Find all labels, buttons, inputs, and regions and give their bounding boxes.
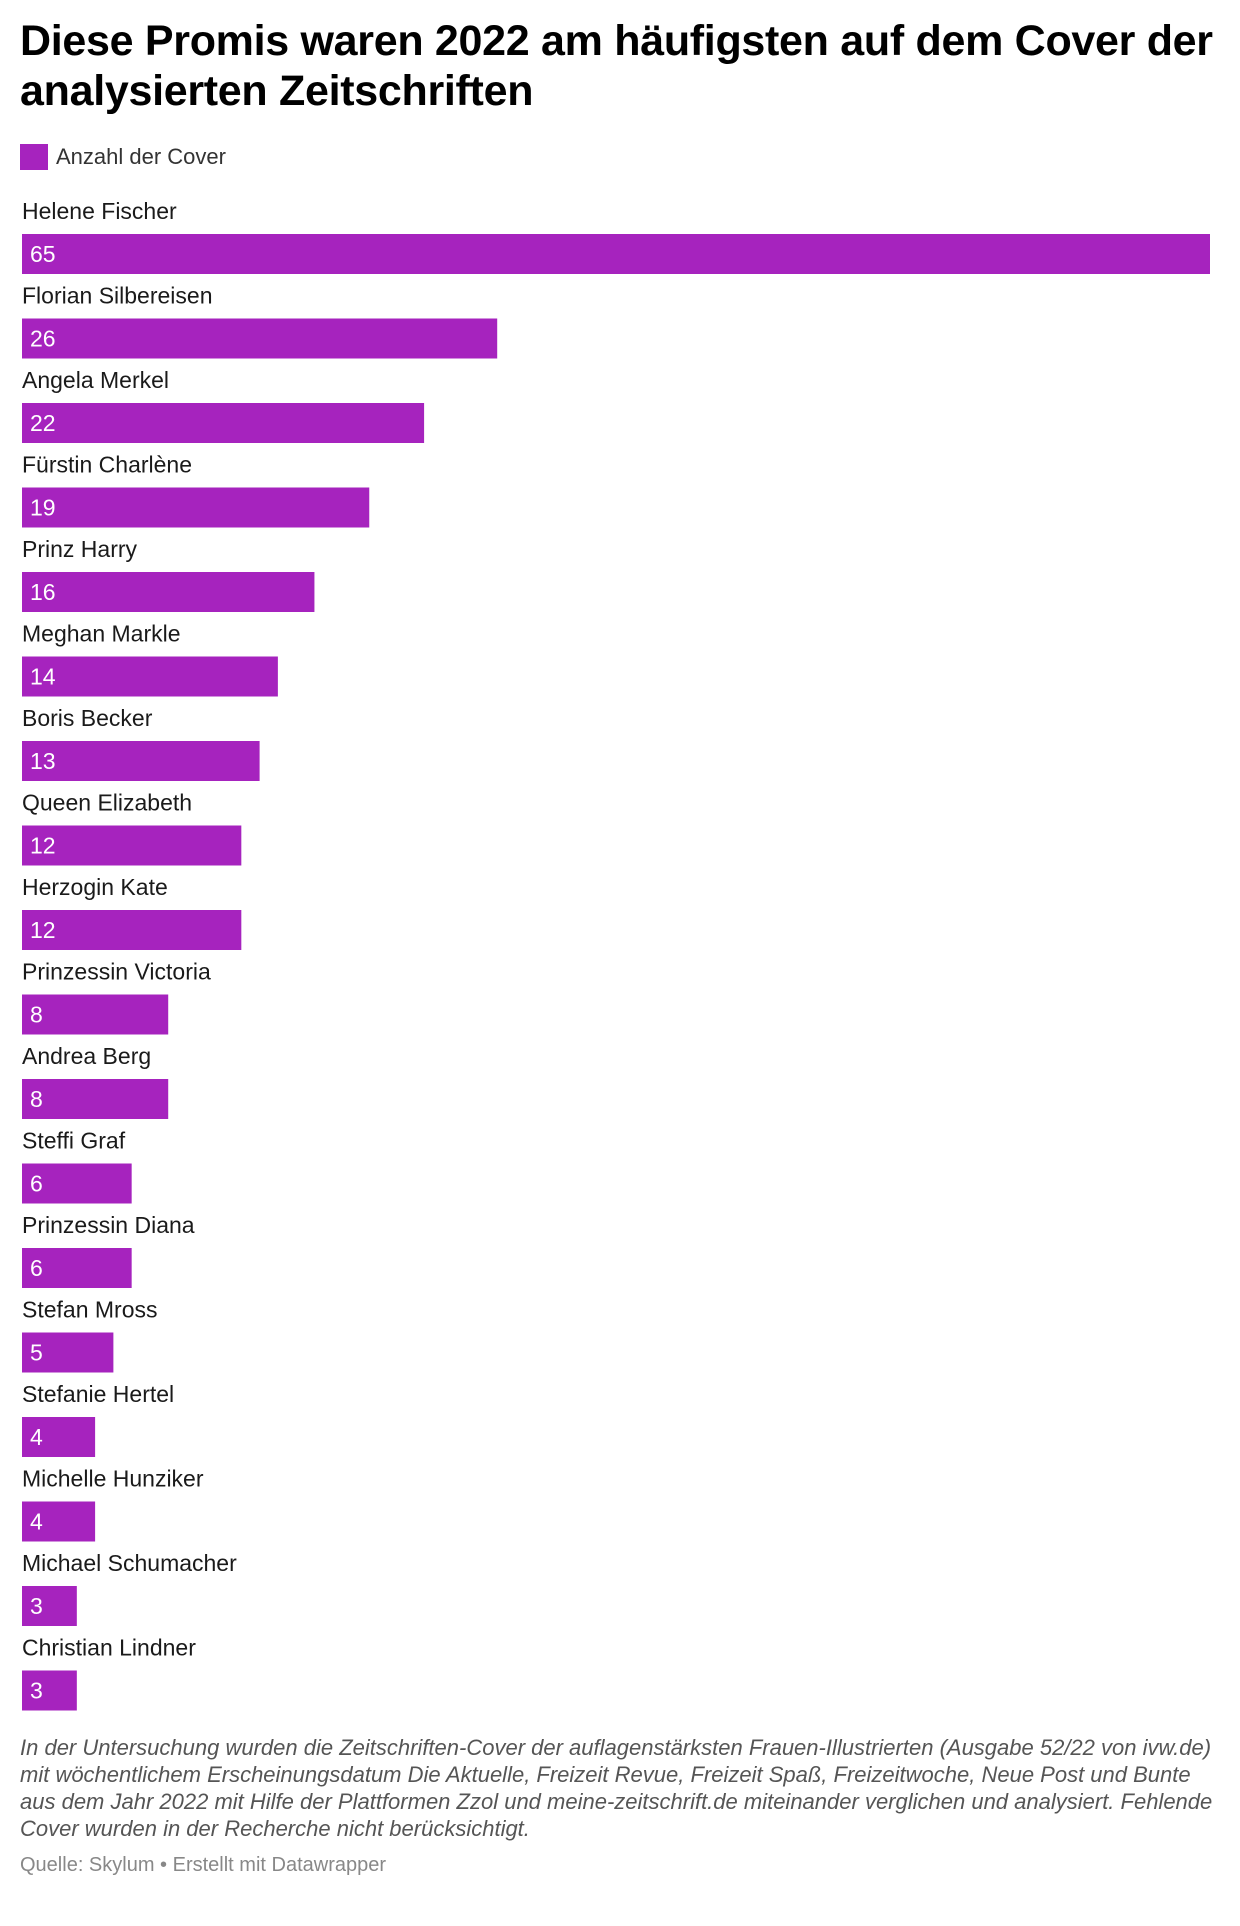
bar bbox=[22, 1163, 132, 1204]
bar bbox=[22, 994, 169, 1035]
bar-value-label: 16 bbox=[30, 579, 56, 605]
chart-title: Diese Promis waren 2022 am häufigsten au… bbox=[20, 17, 1213, 115]
category-label: Prinz Harry bbox=[22, 536, 138, 562]
legend-swatch bbox=[20, 144, 48, 170]
bar-value-label: 14 bbox=[30, 664, 56, 690]
category-label: Steffi Graf bbox=[22, 1128, 126, 1154]
bar bbox=[22, 656, 278, 697]
bar bbox=[22, 318, 498, 359]
bar bbox=[22, 1417, 96, 1457]
category-label: Michael Schumacher bbox=[22, 1550, 237, 1576]
category-label: Florian Silbereisen bbox=[22, 283, 212, 309]
category-label: Michelle Hunziker bbox=[22, 1466, 204, 1492]
bar-value-label: 5 bbox=[30, 1340, 43, 1366]
category-label: Meghan Markle bbox=[22, 621, 181, 647]
legend: Anzahl der Cover bbox=[20, 142, 226, 172]
chart-source: Quelle: Skylum • Erstellt mit Datawrappe… bbox=[20, 1854, 387, 1876]
bar bbox=[22, 1332, 114, 1373]
bar-value-label: 4 bbox=[30, 1509, 43, 1535]
bar-value-label: 13 bbox=[30, 748, 56, 774]
bar-value-label: 65 bbox=[30, 241, 56, 267]
bar bbox=[22, 572, 315, 612]
category-label: Christian Lindner bbox=[22, 1635, 196, 1661]
bar bbox=[22, 403, 425, 443]
bar-value-label: 4 bbox=[30, 1424, 43, 1450]
category-label: Stefan Mross bbox=[22, 1297, 158, 1323]
bar bbox=[22, 1501, 96, 1542]
bar-value-label: 6 bbox=[30, 1171, 43, 1197]
category-label: Prinzessin Diana bbox=[22, 1212, 195, 1238]
bar bbox=[22, 487, 370, 528]
category-label: Stefanie Hertel bbox=[22, 1381, 174, 1407]
category-label: Queen Elizabeth bbox=[22, 790, 192, 816]
bar-value-label: 19 bbox=[30, 495, 56, 521]
bar-value-label: 12 bbox=[30, 917, 56, 943]
category-label: Boris Becker bbox=[22, 705, 153, 731]
bar-value-label: 3 bbox=[30, 1678, 43, 1704]
bar bbox=[22, 910, 242, 950]
bar bbox=[22, 1248, 132, 1288]
category-label: Herzogin Kate bbox=[22, 874, 168, 900]
bar-value-label: 8 bbox=[30, 1086, 43, 1112]
bar-value-label: 3 bbox=[30, 1593, 43, 1619]
bar bbox=[22, 1079, 169, 1119]
bar-value-label: 6 bbox=[30, 1255, 43, 1281]
bar bbox=[22, 1586, 77, 1626]
category-label: Fürstin Charlène bbox=[22, 452, 192, 478]
category-label: Andrea Berg bbox=[22, 1043, 151, 1069]
bar bbox=[22, 741, 260, 781]
bar-value-label: 8 bbox=[30, 1002, 43, 1028]
bar-value-label: 26 bbox=[30, 326, 56, 352]
bar bbox=[22, 1670, 77, 1711]
category-label: Prinzessin Victoria bbox=[22, 959, 211, 985]
bar-value-label: 12 bbox=[30, 833, 56, 859]
bar-value-label: 22 bbox=[30, 410, 56, 436]
chart-notes: In der Untersuchung wurden die Zeitschri… bbox=[20, 1735, 1213, 1841]
bar bbox=[22, 825, 242, 866]
bar bbox=[22, 234, 1210, 274]
category-label: Angela Merkel bbox=[22, 367, 169, 393]
category-label: Helene Fischer bbox=[22, 198, 177, 224]
legend-label: Anzahl der Cover bbox=[56, 144, 226, 169]
